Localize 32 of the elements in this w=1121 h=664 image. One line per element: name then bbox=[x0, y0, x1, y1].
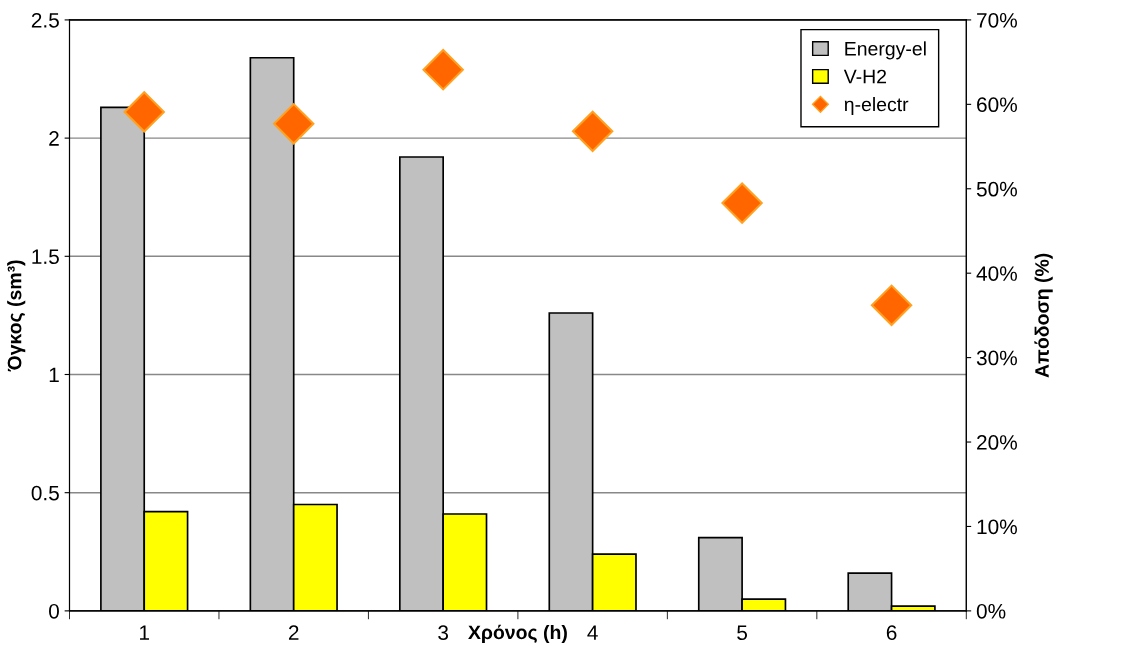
y-tick-label: 0 bbox=[49, 603, 59, 619]
y-tick-label: 0.5 bbox=[31, 485, 59, 501]
x-tick-label: 3 bbox=[438, 625, 449, 641]
x-tick-label: 1 bbox=[140, 625, 150, 640]
y-tick-label: 1.5 bbox=[32, 249, 59, 265]
y2-tick-label: 0% bbox=[976, 603, 1006, 619]
x-axis-title: Χρόνος (h) bbox=[468, 624, 567, 644]
y2-axis-title: Απόδοση (%) bbox=[1034, 253, 1053, 378]
y2-tick-label: 40% bbox=[976, 266, 1017, 281]
point bbox=[870, 284, 913, 326]
point bbox=[721, 182, 763, 224]
point bbox=[571, 110, 614, 153]
y2-tick-label: 70% bbox=[977, 12, 1017, 28]
point bbox=[273, 103, 315, 145]
y2-tick-label: 60% bbox=[977, 97, 1017, 113]
y2-tick-label: 10% bbox=[977, 519, 1017, 535]
legend-label: η-electr bbox=[844, 97, 909, 116]
y-tick-label: 1 bbox=[49, 367, 59, 383]
y-axis-title: Όγκος (sm³) bbox=[7, 260, 26, 372]
x-tick-label: 2 bbox=[288, 625, 299, 640]
y2-tick-label: 20% bbox=[977, 435, 1017, 450]
y-tick-label: 2.5 bbox=[31, 12, 59, 28]
x-tick-label: 6 bbox=[886, 625, 897, 641]
y2-tick-label: 50% bbox=[976, 181, 1017, 197]
point bbox=[123, 91, 165, 133]
y2-tick-label: 30% bbox=[976, 350, 1017, 366]
point bbox=[422, 49, 464, 91]
x-tick-label: 4 bbox=[587, 625, 598, 640]
legend-label: V-H2 bbox=[843, 69, 887, 84]
y-tick-label: 2 bbox=[49, 131, 59, 146]
legend-label: Energy-el bbox=[845, 41, 926, 60]
x-tick-label: 5 bbox=[737, 625, 748, 641]
